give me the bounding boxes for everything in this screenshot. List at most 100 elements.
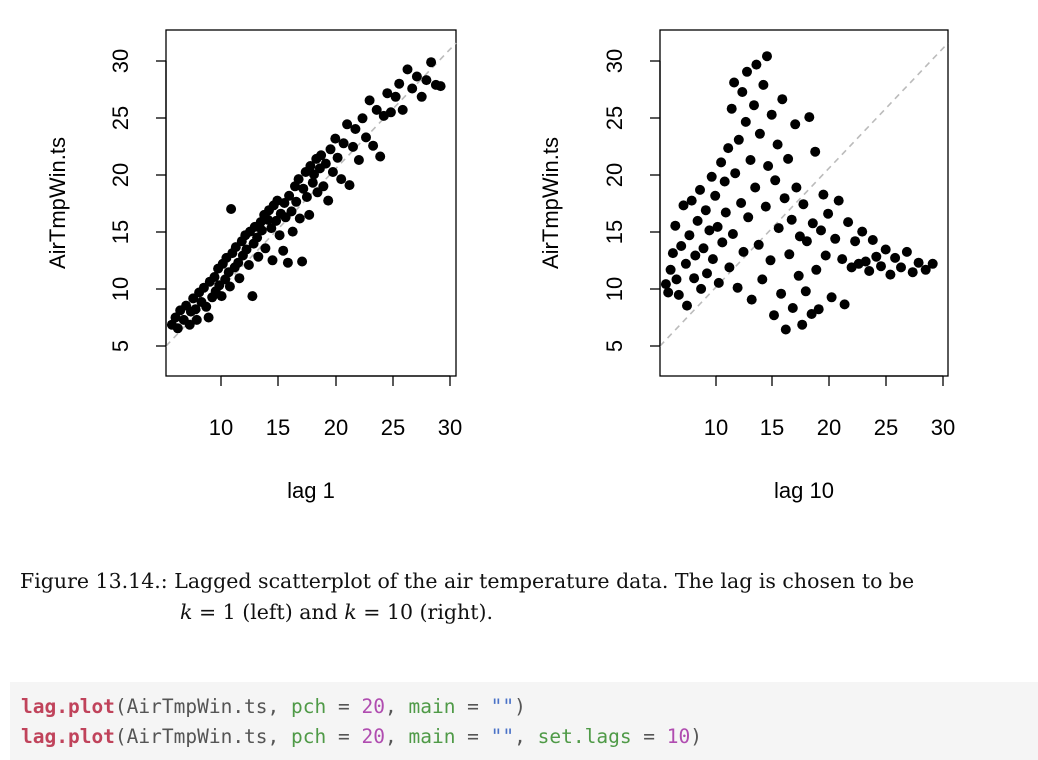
data-point bbox=[798, 199, 809, 210]
data-point bbox=[274, 230, 285, 241]
data-point bbox=[279, 198, 290, 208]
data-point bbox=[754, 128, 765, 139]
data-point bbox=[224, 281, 235, 292]
code-text: = bbox=[326, 725, 362, 748]
data-point bbox=[368, 140, 379, 151]
data-point bbox=[876, 261, 886, 272]
data-point bbox=[297, 256, 308, 267]
data-point bbox=[203, 312, 214, 323]
plot-frame bbox=[165, 29, 457, 377]
y-tick-label: 25 bbox=[108, 106, 133, 130]
data-point bbox=[397, 104, 408, 115]
data-point bbox=[786, 214, 797, 225]
y-tick-label: 30 bbox=[602, 49, 627, 73]
y-tick-label: 5 bbox=[602, 340, 627, 352]
caption-var-k: k bbox=[344, 600, 357, 624]
data-point bbox=[660, 279, 671, 290]
data-point bbox=[426, 57, 437, 68]
y-tick-label: 15 bbox=[108, 220, 133, 244]
caption-text: Lagged scatterplot of the air temperatur… bbox=[174, 569, 915, 593]
data-point bbox=[294, 213, 305, 224]
data-point bbox=[717, 237, 728, 248]
data-point bbox=[243, 260, 254, 270]
x-tick-label: 20 bbox=[324, 415, 348, 440]
data-point bbox=[740, 116, 751, 127]
data-point bbox=[344, 180, 355, 191]
data-point bbox=[729, 77, 740, 88]
data-point bbox=[750, 182, 761, 193]
data-point bbox=[723, 143, 734, 154]
data-point bbox=[760, 201, 771, 212]
y-tick-label: 20 bbox=[602, 163, 627, 187]
data-point bbox=[816, 225, 826, 236]
y-tick-label: 15 bbox=[602, 220, 627, 244]
data-point bbox=[266, 223, 277, 234]
x-axis-label: lag 1 bbox=[287, 478, 335, 503]
data-point bbox=[907, 267, 918, 278]
data-point bbox=[716, 157, 727, 168]
figure-caption: Figure 13.14.: Lagged scatterplot of the… bbox=[20, 566, 1030, 628]
data-point bbox=[253, 251, 264, 262]
data-point bbox=[689, 273, 700, 284]
data-point bbox=[190, 304, 201, 315]
code-block: lag.plot(AirTmpWin.ts, pch = 20, main = … bbox=[10, 682, 1038, 760]
data-point bbox=[286, 206, 297, 217]
data-point bbox=[807, 218, 818, 229]
data-point bbox=[348, 141, 358, 152]
data-point bbox=[794, 231, 805, 242]
data-point bbox=[323, 195, 334, 206]
data-point bbox=[727, 229, 738, 239]
data-point bbox=[692, 215, 703, 226]
code-number: 20 bbox=[361, 725, 385, 748]
data-point bbox=[390, 91, 401, 102]
data-point bbox=[707, 254, 718, 265]
data-point bbox=[282, 257, 293, 268]
data-point bbox=[791, 182, 802, 193]
data-point bbox=[686, 195, 697, 206]
data-point bbox=[746, 294, 757, 305]
code-text: = bbox=[631, 725, 667, 748]
data-point bbox=[247, 291, 258, 302]
data-point bbox=[698, 243, 709, 254]
data-point bbox=[216, 291, 227, 302]
data-point bbox=[713, 277, 724, 288]
x-axis bbox=[220, 375, 451, 386]
data-point bbox=[901, 246, 912, 257]
data-point bbox=[260, 243, 271, 254]
data-point bbox=[411, 71, 422, 82]
data-point bbox=[394, 78, 405, 89]
data-point bbox=[336, 174, 347, 185]
data-point bbox=[233, 257, 244, 268]
code-text: , bbox=[384, 725, 409, 748]
data-point bbox=[338, 138, 349, 149]
data-point bbox=[769, 310, 779, 321]
data-point bbox=[209, 272, 220, 282]
data-point bbox=[766, 109, 777, 120]
data-point bbox=[820, 250, 831, 261]
data-point bbox=[663, 287, 674, 298]
data-point bbox=[833, 195, 844, 206]
caption-label: Figure 13.14.: bbox=[20, 569, 168, 593]
data-point bbox=[732, 282, 743, 293]
code-argument: pch bbox=[291, 695, 327, 718]
data-point bbox=[720, 207, 731, 218]
data-point bbox=[800, 286, 811, 297]
data-point bbox=[301, 192, 312, 202]
x-tick-label: 25 bbox=[874, 415, 898, 440]
data-point bbox=[316, 150, 327, 161]
y-tick-label: 5 bbox=[108, 340, 133, 352]
code-number: 10 bbox=[666, 725, 691, 748]
data-point bbox=[710, 190, 721, 201]
code-text: (AirTmpWin.ts, bbox=[114, 725, 292, 748]
data-point bbox=[780, 324, 791, 335]
data-point bbox=[682, 300, 692, 311]
data-point bbox=[839, 299, 850, 310]
data-point bbox=[783, 153, 794, 164]
data-point bbox=[667, 248, 678, 259]
data-point bbox=[435, 81, 446, 92]
data-point bbox=[298, 183, 309, 194]
data-point bbox=[375, 151, 386, 162]
scatter-points bbox=[166, 57, 446, 334]
data-point bbox=[730, 168, 741, 179]
scatter-points bbox=[660, 51, 938, 335]
